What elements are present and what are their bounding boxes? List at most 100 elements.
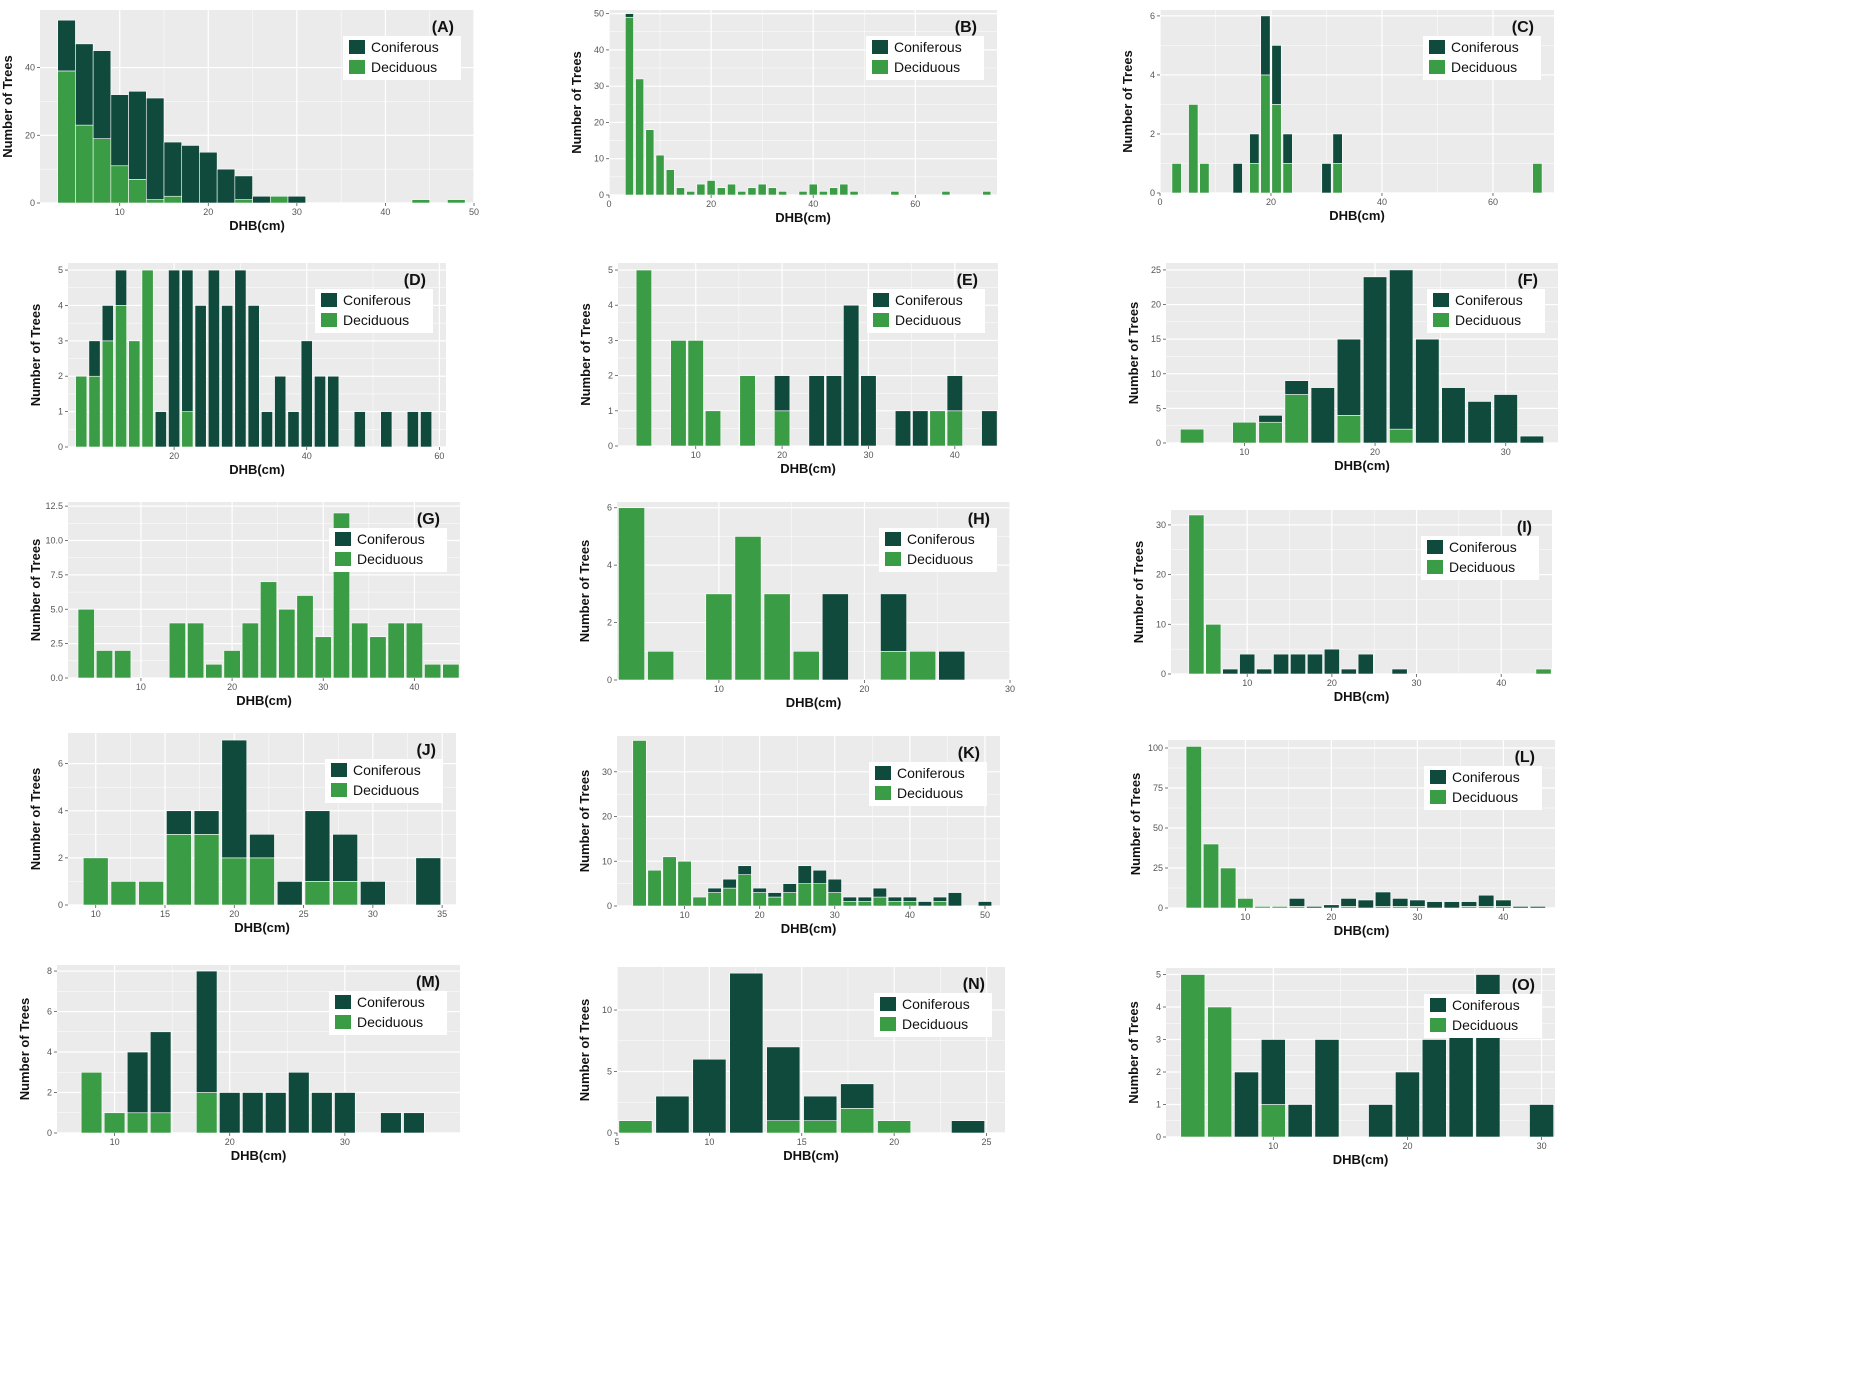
legend-label-deciduous: Deciduous bbox=[1451, 59, 1517, 75]
y-tick-label: 0 bbox=[608, 441, 613, 451]
bar-deciduous bbox=[101, 340, 114, 448]
legend-label-deciduous: Deciduous bbox=[357, 1014, 423, 1030]
bar-deciduous bbox=[812, 883, 827, 907]
bar-deciduous bbox=[411, 199, 431, 204]
y-tick-label: 2 bbox=[58, 371, 63, 381]
y-tick-label: 6 bbox=[607, 503, 612, 513]
bar-coniferous bbox=[1273, 653, 1289, 675]
bar-coniferous bbox=[1336, 338, 1361, 416]
bar-deciduous bbox=[778, 191, 787, 196]
x-tick-label: 10 bbox=[136, 682, 146, 692]
x-tick-label: 5 bbox=[614, 1137, 619, 1147]
y-tick-label: 1 bbox=[58, 407, 63, 417]
bar-coniferous bbox=[88, 340, 101, 377]
legend-key-coniferous bbox=[349, 40, 365, 54]
bar-deciduous bbox=[782, 892, 797, 907]
bar-coniferous bbox=[1529, 1104, 1554, 1138]
legend: Coniferous Deciduous bbox=[329, 528, 447, 572]
x-tick-label: 10 bbox=[115, 207, 125, 217]
bar-deciduous bbox=[77, 608, 95, 679]
bar-deciduous bbox=[692, 896, 707, 907]
y-tick-label: 0 bbox=[30, 198, 35, 208]
bar-coniferous bbox=[1495, 899, 1512, 907]
bar-coniferous bbox=[767, 892, 782, 898]
y-tick-label: 0 bbox=[599, 190, 604, 200]
y-axis-title: Number of Trees bbox=[1128, 773, 1143, 876]
x-axis-title: DHB(cm) bbox=[234, 920, 290, 935]
legend-label-coniferous: Coniferous bbox=[897, 765, 965, 781]
bar-deciduous bbox=[767, 896, 782, 907]
legend-label-deciduous: Deciduous bbox=[343, 312, 409, 328]
bar-coniferous bbox=[1332, 133, 1343, 164]
bar-coniferous bbox=[1357, 899, 1374, 909]
bar-coniferous bbox=[149, 1031, 172, 1114]
bar-deciduous bbox=[662, 856, 677, 907]
x-tick-label: 10 bbox=[1268, 1141, 1278, 1151]
bar-coniferous bbox=[115, 269, 127, 306]
legend: Coniferous Deciduous bbox=[866, 36, 984, 80]
bar-deciduous bbox=[696, 183, 706, 196]
y-tick-label: 25 bbox=[1153, 863, 1163, 873]
bar-coniferous bbox=[1391, 668, 1408, 675]
bar-deciduous bbox=[635, 269, 652, 447]
legend-label-coniferous: Coniferous bbox=[902, 996, 970, 1012]
bar-deciduous bbox=[260, 581, 278, 679]
bar-deciduous bbox=[1532, 163, 1543, 194]
bar-coniferous bbox=[234, 269, 247, 448]
y-tick-label: 0 bbox=[607, 1128, 612, 1138]
bar-deciduous bbox=[1260, 74, 1271, 194]
bar-coniferous bbox=[1287, 1104, 1313, 1138]
bar-coniferous bbox=[947, 892, 963, 907]
x-axis-title: DHB(cm) bbox=[231, 1148, 287, 1163]
legend: Coniferous Deciduous bbox=[874, 993, 992, 1037]
bar-coniferous bbox=[821, 593, 849, 681]
legend-key-coniferous bbox=[872, 40, 888, 54]
x-axis-title: DHB(cm) bbox=[1334, 689, 1390, 704]
bar-coniferous bbox=[406, 411, 419, 448]
x-axis-title: DHB(cm) bbox=[1334, 458, 1390, 473]
bar-deciduous bbox=[1188, 104, 1199, 194]
bar-deciduous bbox=[739, 375, 756, 447]
bar-deciduous bbox=[857, 901, 872, 907]
bar-deciduous bbox=[241, 622, 259, 679]
bar-coniferous bbox=[415, 857, 442, 906]
bar-deciduous bbox=[114, 650, 132, 679]
bar-coniferous bbox=[1409, 899, 1426, 907]
x-tick-label: 60 bbox=[910, 199, 920, 209]
bar-coniferous bbox=[265, 1092, 287, 1134]
bar-coniferous bbox=[168, 269, 181, 448]
bar-deciduous bbox=[827, 892, 842, 907]
bar-coniferous bbox=[199, 151, 218, 204]
bar-coniferous bbox=[57, 19, 76, 72]
x-tick-label: 20 bbox=[229, 909, 239, 919]
bar-coniferous bbox=[288, 1071, 310, 1134]
y-tick-label: 0.0 bbox=[50, 673, 63, 683]
panel-j: 10 15 20 25 30 35 0 2 4 6 DHB(cm) Number of Trees (J… bbox=[28, 733, 456, 935]
bar-coniferous bbox=[1443, 901, 1460, 909]
bar-coniferous bbox=[827, 878, 842, 893]
x-tick-label: 10 bbox=[1240, 912, 1250, 922]
x-tick-label: 20 bbox=[1327, 678, 1337, 688]
bar-deciduous bbox=[278, 608, 296, 679]
bar-coniferous bbox=[1307, 653, 1323, 675]
bar-deciduous bbox=[645, 129, 655, 196]
bar-deciduous bbox=[387, 622, 405, 679]
bar-deciduous bbox=[196, 1092, 218, 1134]
y-tick-label: 75 bbox=[1153, 783, 1163, 793]
y-tick-label: 0 bbox=[1156, 438, 1161, 448]
legend-key-coniferous bbox=[335, 995, 351, 1009]
bar-coniferous bbox=[1260, 15, 1271, 76]
y-tick-label: 4 bbox=[1156, 1002, 1161, 1012]
bar-deciduous bbox=[686, 191, 696, 196]
legend: Coniferous Deciduous bbox=[1421, 536, 1539, 580]
bar-deciduous bbox=[1284, 394, 1309, 444]
x-tick-label: 50 bbox=[980, 910, 990, 920]
legend-label-deciduous: Deciduous bbox=[357, 551, 423, 567]
bar-deciduous bbox=[1185, 746, 1202, 909]
bar-deciduous bbox=[887, 901, 902, 907]
x-tick-label: 30 bbox=[830, 910, 840, 920]
bar-deciduous bbox=[1282, 163, 1293, 194]
legend: Coniferous Deciduous bbox=[343, 36, 461, 80]
y-tick-label: 2 bbox=[1150, 129, 1155, 139]
y-tick-label: 0 bbox=[1158, 903, 1163, 913]
